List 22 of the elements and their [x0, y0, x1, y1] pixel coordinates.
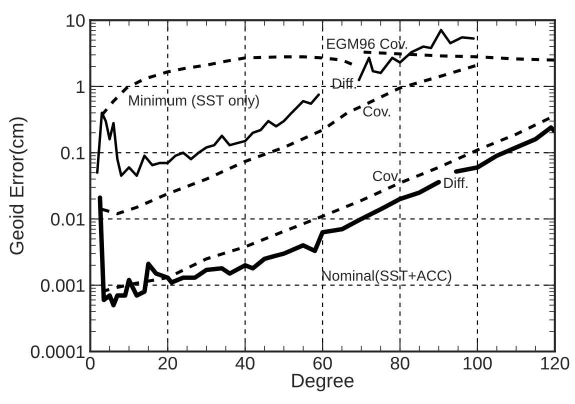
y-tick-label: 10 [66, 14, 85, 27]
annotation: Cov. [372, 170, 400, 182]
x-tick-label: 0 [86, 356, 95, 370]
y-tick-label: 0.1 [61, 146, 85, 160]
y-tick-label: 1 [76, 80, 85, 93]
x-tick-label: 100 [464, 356, 492, 370]
x-tick-label: 40 [236, 356, 254, 370]
y-tick-label: 0.01 [50, 212, 85, 226]
y-tick-label: 0.001 [40, 279, 85, 292]
annotation: Diff. [444, 177, 468, 188]
y-tick-label: 0.0001 [30, 345, 85, 358]
x-tick-label: 120 [541, 356, 570, 370]
annotation: Cov. [363, 106, 390, 117]
annotation: Diff. [332, 78, 356, 89]
x-tick-label: 60 [313, 356, 332, 370]
annotation: EGM96 Cov. [327, 38, 408, 49]
annotation: Minimum (SST only) [129, 94, 259, 108]
x-tick-label: 20 [158, 356, 178, 370]
annotation: Nominal(SST+ACC) [322, 270, 452, 284]
x-tick-label: 80 [390, 356, 410, 370]
x-axis-title: Degree [292, 374, 354, 392]
y-axis-title: Geoid Error(cm) [9, 117, 28, 255]
